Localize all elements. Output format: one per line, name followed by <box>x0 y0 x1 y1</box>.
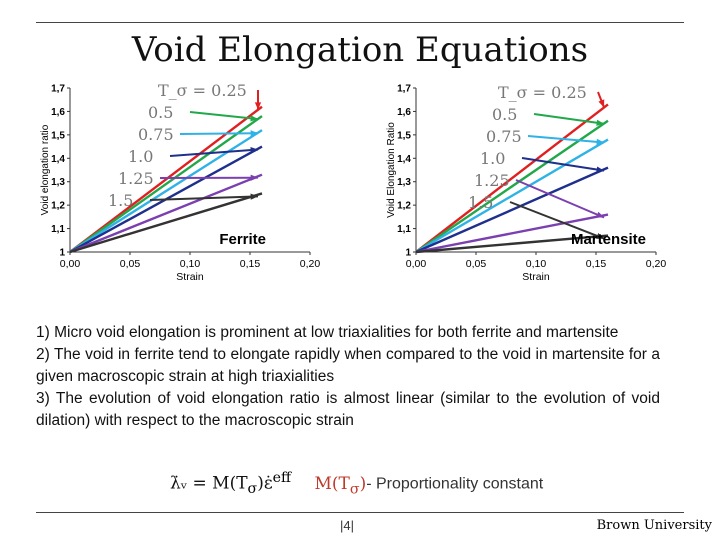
page-number: |4| <box>340 518 354 533</box>
arrowhead-1.5 <box>596 233 604 239</box>
y-tick-label: 1,4 <box>397 154 411 165</box>
arrowhead-0.75 <box>250 130 258 137</box>
arrowhead-1.5 <box>250 193 258 200</box>
arrow-1.0 <box>521 157 605 172</box>
x-tick-label: 0,00 <box>406 258 427 270</box>
x-tick-label: 0,15 <box>586 258 607 270</box>
series-line-1.5 <box>415 234 609 254</box>
series-line-0.5 <box>69 115 263 253</box>
y-tick-label: 1,7 <box>397 84 411 95</box>
formula-rhs: )ε̇ <box>257 473 273 494</box>
chart-annotation: Ferrite <box>219 231 266 248</box>
y-tick-label: 1,3 <box>397 177 411 188</box>
footer-brand: Brown University <box>596 518 712 533</box>
arrow-0.5 <box>533 113 605 125</box>
bottom-rule <box>36 512 684 513</box>
y-axis-label: Void Elongation Ratio <box>386 122 397 218</box>
arrowhead-1.0 <box>250 147 258 154</box>
series-label-1.5: 1.5 <box>468 193 493 212</box>
series-label-0.25: T_σ = 0.25 <box>498 83 587 102</box>
series-line-0.75 <box>69 129 263 254</box>
ferrite-chart: 1 1,1 1,2 1,3 1,4 1,5 1,6 1,7 0,00 0,05 0,10 0,15 0,… <box>40 80 360 290</box>
note-1: 1) Micro void elongation is prominent at… <box>36 324 619 341</box>
series-line-1.25 <box>415 213 609 254</box>
x-tick-label: 0,10 <box>180 258 201 270</box>
x-tick-label: 0,05 <box>120 258 141 270</box>
y-tick-label: 1,2 <box>397 201 411 212</box>
arrow-1.25 <box>515 179 605 219</box>
series-line-0.5 <box>415 119 609 253</box>
series-label-1.25: 1.25 <box>118 169 154 188</box>
top-rule <box>36 22 684 23</box>
y-tick-label: 1,4 <box>51 154 65 165</box>
y-axis-label: Void elongation ratio <box>40 124 51 215</box>
series-label-0.25: T_σ = 0.25 <box>158 81 247 100</box>
x-tick-label: 0,00 <box>60 258 81 270</box>
martensite-chart-svg: 1 1,1 1,2 1,3 1,4 1,5 1,6 1,7 0,00 0,05 0,10 0,15 0,… <box>386 83 667 283</box>
x-tick-label: 0,10 <box>526 258 547 270</box>
note-3: 3) The evolution of void elongation rati… <box>36 390 660 429</box>
y-tick-label: 1,6 <box>397 107 411 118</box>
x-tick-label: 0,20 <box>300 258 321 270</box>
series-label-0.5: 0.5 <box>148 103 173 122</box>
formula-sigma: σ <box>247 481 258 498</box>
series-label-1.0: 1.0 <box>128 147 153 166</box>
note-2: 2) The void in ferrite tend to elongate … <box>36 346 660 385</box>
arrowhead-1.25 <box>250 174 258 181</box>
x-axis-label: Strain <box>522 271 550 283</box>
series-line-1.5 <box>69 192 263 254</box>
y-tick-label: 1,3 <box>51 177 65 188</box>
series-label-1.5: 1.5 <box>108 191 133 210</box>
arrowhead-0.5 <box>596 119 604 126</box>
arrowhead-0.75 <box>596 138 604 146</box>
y-tick-label: 1,2 <box>51 201 65 212</box>
x-tick-label: 0,20 <box>646 258 667 270</box>
x-axis-label: Strain <box>176 271 204 283</box>
chart-annotation: Martensite <box>571 231 646 248</box>
arrow-0.75 <box>179 132 259 135</box>
formula-sup: eff <box>272 470 292 486</box>
x-tick-label: 0,15 <box>240 258 261 270</box>
formula-constant: M(Tσ) <box>314 473 367 498</box>
series-label-0.5: 0.5 <box>492 105 517 124</box>
arrowhead-1.25 <box>596 211 604 218</box>
y-tick-label: 1,5 <box>397 130 411 141</box>
formula: λ̇ᵥ = M(Tσ)ε̇eff M(Tσ)- Proportionality … <box>170 470 543 497</box>
y-tick-label: 1,6 <box>51 107 65 118</box>
y-tick-label: 1 <box>405 248 411 259</box>
series-line-1.25 <box>69 173 263 254</box>
arrow-0.75 <box>527 135 605 144</box>
y-tick-label: 1,1 <box>397 224 411 235</box>
series-line-0.75 <box>415 138 609 254</box>
series-line-1.0 <box>415 166 609 254</box>
series-label-1.0: 1.0 <box>480 149 505 168</box>
series-label-0.75: 0.75 <box>486 127 522 146</box>
arrow-0.5 <box>189 111 259 121</box>
series-line-0.25 <box>69 105 263 253</box>
martensite-chart: 1 1,1 1,2 1,3 1,4 1,5 1,6 1,7 0,00 0,05 0,10 0,15 0,… <box>386 80 706 290</box>
formula-description: - Proportionality constant <box>366 475 544 493</box>
arrow-1.0 <box>169 148 259 157</box>
arrowhead-0.25 <box>598 99 605 108</box>
series-line-0.25 <box>415 103 609 253</box>
arrow-1.5 <box>509 201 605 240</box>
series-label-1.25: 1.25 <box>474 171 510 190</box>
arrowhead-1.0 <box>596 166 604 173</box>
arrowhead-0.25 <box>254 102 262 110</box>
formula-lhs: λ̇ᵥ = M(T <box>170 473 248 494</box>
notes: 1) Micro void elongation is prominent at… <box>36 322 660 432</box>
y-tick-label: 1,7 <box>51 84 65 95</box>
slide-title: Void Elongation Equations <box>131 30 589 70</box>
y-tick-label: 1,5 <box>51 130 65 141</box>
arrow-1.5 <box>149 195 259 201</box>
y-tick-label: 1,1 <box>51 224 65 235</box>
ferrite-chart-svg: 1 1,1 1,2 1,3 1,4 1,5 1,6 1,7 0,00 0,05 0,10 0,15 0,… <box>40 81 321 283</box>
x-tick-label: 0,05 <box>466 258 487 270</box>
arrowhead-0.5 <box>250 115 258 122</box>
y-tick-label: 1 <box>59 248 65 259</box>
series-label-0.75: 0.75 <box>138 125 174 144</box>
